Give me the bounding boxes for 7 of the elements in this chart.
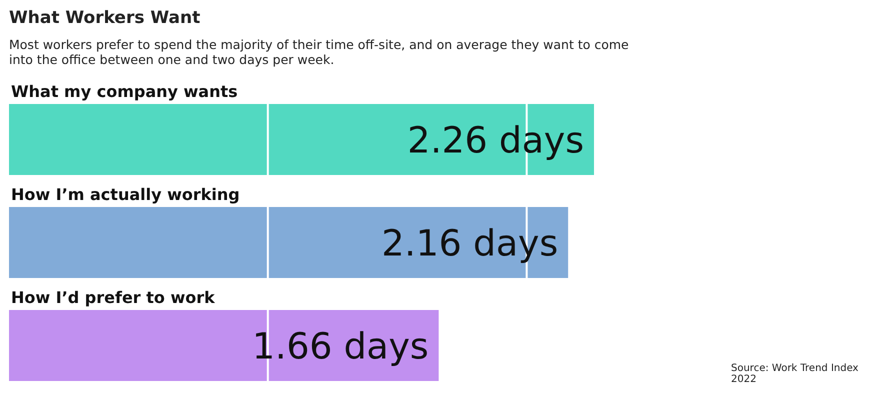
y-tick-label: How I’d prefer to work [11,288,216,307]
source-note: Source: Work Trend Index 2022 [731,363,859,385]
data-label: 1.66 days [252,326,429,368]
y-tick-label: What my company wants [11,82,238,101]
chart-subtitle: Most workers prefer to spend the majority of their time off-site, and on average they want to come into the office between one and two days per week. [9,37,630,67]
chart-title: What Workers Want [9,8,200,28]
y-tick-label: How I’m actually working [11,185,240,204]
